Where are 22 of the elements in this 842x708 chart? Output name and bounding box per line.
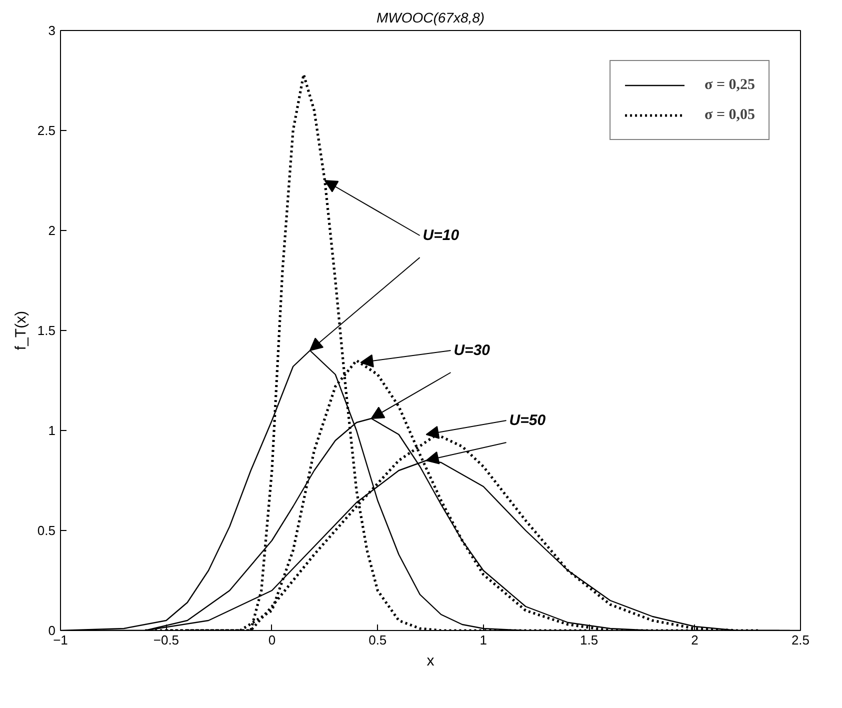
x-tick-label: 1	[480, 632, 487, 648]
x-tick-label: −0.5	[153, 632, 180, 648]
y-tick-label: 0.5	[37, 523, 56, 538]
chart-title: MWOOC(67x8,8)	[376, 10, 485, 26]
annotation: U=10	[422, 227, 460, 244]
x-tick-label: 0	[268, 632, 276, 648]
y-tick-label: 1	[48, 423, 56, 438]
annotation: U=50	[509, 412, 546, 429]
x-tick-label: 2	[691, 632, 698, 648]
y-tick-label: 3	[48, 23, 56, 38]
legend-label: σ = 0,25	[704, 76, 755, 94]
legend-label: σ = 0,05	[704, 106, 755, 124]
y-axis-title: f_T(x)	[12, 310, 30, 350]
annotation: U=30	[454, 342, 491, 359]
x-tick-label: 0.5	[368, 632, 387, 648]
y-tick-label: 0	[48, 623, 56, 638]
y-tick-label: 1.5	[37, 323, 56, 338]
x-axis-title: x	[426, 652, 435, 670]
x-tick-label: 1.5	[580, 632, 598, 648]
y-tick-label: 2	[48, 223, 56, 238]
x-tick-label: 2.5	[791, 632, 810, 648]
y-tick-label: 2.5	[37, 123, 56, 138]
